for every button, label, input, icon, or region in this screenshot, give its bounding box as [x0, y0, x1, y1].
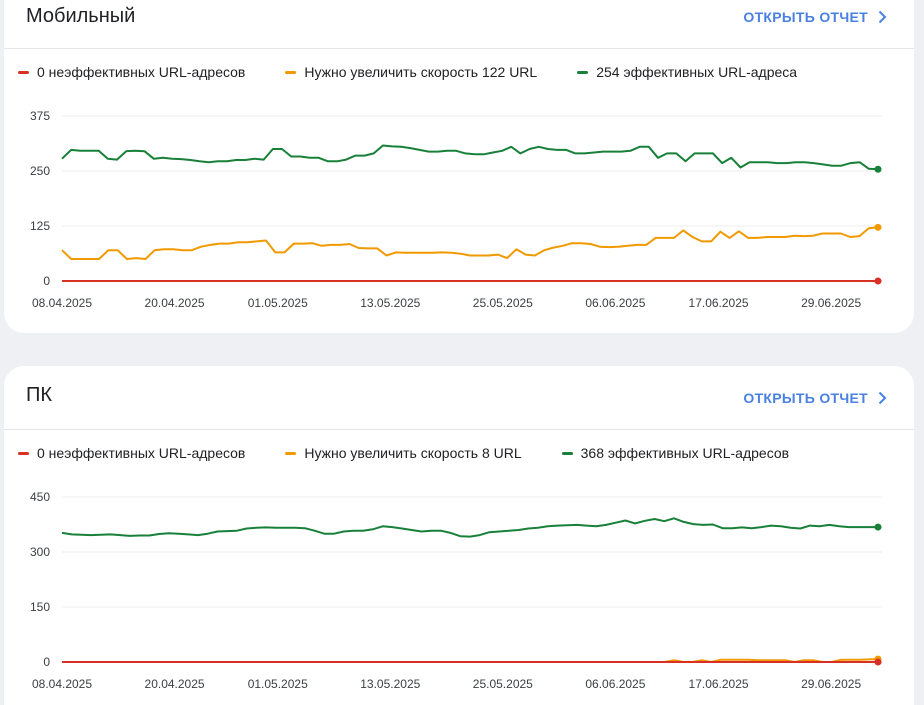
x-tick-label: 06.06.2025: [585, 677, 645, 691]
y-tick-label: 0: [43, 655, 50, 669]
series-end-point-needs[interactable]: [874, 223, 882, 231]
card-title: Мобильный: [26, 5, 136, 27]
x-tick-label: 13.05.2025: [360, 677, 420, 691]
x-tick-label: 25.05.2025: [473, 677, 533, 691]
y-tick-label: 250: [30, 164, 50, 178]
legend-swatch-poor: [18, 70, 29, 74]
y-tick-label: 300: [30, 545, 50, 559]
x-tick-label: 06.06.2025: [585, 296, 645, 310]
legend-label: 368 эффективных URL-адресов: [580, 445, 790, 461]
mobile-line-chart: 0 125 250 375 08.04.2025 20.04.2025 01.05.2025…: [30, 109, 882, 310]
series-line-good[interactable]: [61, 144, 879, 171]
legend-label: 0 неэффективных URL-адресов: [37, 64, 246, 80]
series-end-point-poor[interactable]: [874, 277, 882, 285]
desktop-line-chart: 0 150 300 450 08.04.2025 20.04.2025 01.05.2025…: [30, 490, 882, 691]
open-report-link[interactable]: ОТКРЫТЬ ОТЧЕТ: [743, 390, 890, 406]
legend-swatch-needs-improvement: [285, 70, 297, 74]
legend-item-needs-improvement[interactable]: Нужно увеличить скорость 8 URL: [285, 445, 522, 461]
x-tick-label: 01.05.2025: [248, 677, 308, 691]
legend-label: Нужно увеличить скорость 8 URL: [304, 445, 522, 461]
series-line-needs[interactable]: [61, 226, 879, 260]
legend-swatch-good: [561, 451, 573, 455]
y-tick-label: 150: [30, 600, 50, 614]
x-tick-label: 20.04.2025: [145, 296, 205, 310]
y-tick-label: 125: [30, 219, 50, 233]
chart-legend: 0 неэффективных URL-адресов Нужно увелич…: [18, 445, 829, 461]
y-tick-label: 450: [30, 490, 50, 504]
legend-label: Нужно увеличить скорость 122 URL: [304, 64, 538, 80]
legend-label: 0 неэффективных URL-адресов: [37, 445, 246, 461]
x-tick-label: 29.06.2025: [801, 296, 861, 310]
mobile-report-card: Мобильный ОТКРЫТЬ ОТЧЕТ 0 неэффективных …: [4, 0, 914, 333]
desktop-report-card: ПК ОТКРЫТЬ ОТЧЕТ 0 неэффективных URL-адр…: [4, 366, 914, 705]
open-report-link[interactable]: ОТКРЫТЬ ОТЧЕТ: [743, 9, 890, 25]
x-tick-label: 08.04.2025: [32, 296, 92, 310]
legend-item-poor[interactable]: 0 неэффективных URL-адресов: [18, 64, 245, 80]
legend-item-good[interactable]: 368 эффективных URL-адресов: [561, 445, 790, 461]
legend-item-good[interactable]: 254 эффективных URL-адреса: [577, 64, 797, 80]
x-tick-label: 17.06.2025: [689, 296, 749, 310]
x-tick-label: 17.06.2025: [689, 677, 749, 691]
legend-item-poor[interactable]: 0 неэффективных URL-адресов: [18, 445, 245, 461]
legend-label: 254 эффективных URL-адреса: [596, 64, 798, 80]
chart-legend: 0 неэффективных URL-адресов Нужно увелич…: [18, 64, 837, 80]
x-tick-label: 13.05.2025: [360, 296, 420, 310]
x-tick-label: 08.04.2025: [32, 677, 92, 691]
divider: [4, 429, 914, 430]
x-tick-label: 20.04.2025: [145, 677, 205, 691]
series-end-point-good[interactable]: [874, 165, 882, 173]
y-tick-label: 375: [30, 109, 50, 123]
legend-swatch-poor: [18, 451, 29, 455]
legend-swatch-needs-improvement: [285, 451, 297, 455]
y-tick-label: 0: [43, 274, 50, 288]
card-title: ПК: [26, 384, 53, 406]
x-tick-label: 01.05.2025: [248, 296, 308, 310]
chevron-right-icon: [878, 391, 887, 405]
open-report-label: ОТКРЫТЬ ОТЧЕТ: [743, 390, 868, 406]
x-tick-label: 29.06.2025: [801, 677, 861, 691]
legend-item-needs-improvement[interactable]: Нужно увеличить скорость 122 URL: [285, 64, 537, 80]
legend-swatch-good: [577, 70, 589, 74]
chevron-right-icon: [878, 10, 887, 24]
open-report-label: ОТКРЫТЬ ОТЧЕТ: [743, 9, 868, 25]
x-tick-label: 25.05.2025: [473, 296, 533, 310]
series-end-point-good[interactable]: [874, 523, 882, 531]
divider: [4, 48, 914, 49]
series-line-good[interactable]: [61, 517, 878, 538]
series-end-point-poor[interactable]: [874, 658, 882, 666]
